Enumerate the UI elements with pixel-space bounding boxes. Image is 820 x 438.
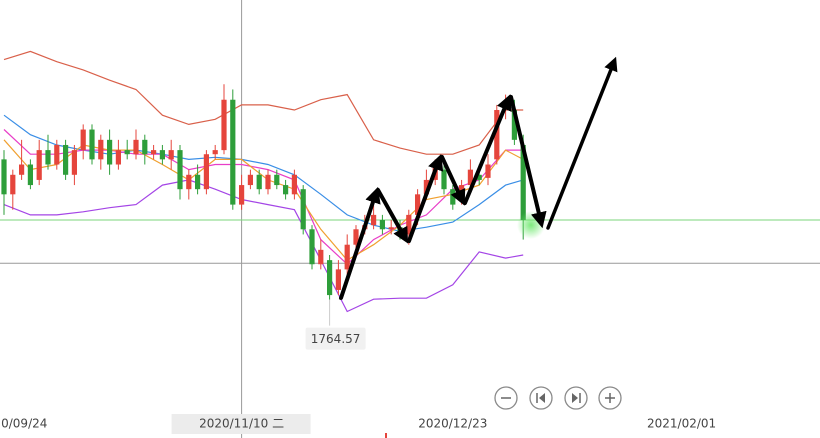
arrow [509, 95, 547, 229]
prev-button[interactable] [529, 386, 553, 410]
candle-body [441, 169, 447, 190]
candle-body [256, 174, 262, 190]
candle-body [511, 110, 517, 140]
candle-body [151, 150, 157, 155]
candle-body [19, 164, 25, 175]
candle-body [27, 164, 33, 186]
candle-body [415, 194, 421, 215]
candle-body [195, 174, 201, 190]
candle-body [406, 214, 412, 235]
candle-body [379, 220, 385, 230]
candle-body [133, 139, 139, 155]
candle-body [388, 227, 394, 230]
candle-body [89, 129, 95, 160]
candle-body [142, 139, 148, 155]
candle-body [300, 189, 306, 230]
candle-body [45, 150, 51, 165]
candle-body [353, 229, 359, 245]
candle-body [318, 249, 324, 265]
candle-body [467, 169, 473, 186]
candle-body [309, 229, 315, 265]
icon [539, 393, 545, 403]
candle-body [423, 179, 429, 195]
indicator-line [3, 50, 524, 155]
x-tick-label: 2020/12/23 [418, 417, 487, 431]
indicator-line [3, 179, 524, 313]
candle-body [10, 174, 16, 195]
candle-body [371, 214, 377, 226]
arrow [546, 56, 618, 230]
arrow [440, 155, 466, 206]
crosshair-label: 2020/11/10 二 [199, 417, 284, 431]
arrow [376, 188, 409, 244]
low-label-box [305, 327, 366, 350]
candle-body [212, 150, 218, 155]
candle-body [283, 185, 289, 195]
candle-body [291, 174, 297, 195]
zoom-controls [494, 386, 622, 410]
candle-body [203, 154, 209, 190]
x-tick-label: 2021/02/01 [647, 417, 716, 431]
candle-body [344, 244, 350, 270]
candle-body [186, 174, 192, 190]
arrow [339, 186, 381, 300]
arrow [463, 94, 512, 205]
candle-body [335, 269, 341, 290]
candle-body [247, 174, 253, 186]
zoom-out-button[interactable] [494, 386, 518, 410]
candle-body [494, 110, 500, 160]
candle-body [230, 99, 236, 205]
x-tick-label: 2020/09/24 [0, 417, 47, 431]
candle-body [115, 150, 121, 165]
next-button[interactable] [564, 386, 588, 410]
candle-body [274, 174, 280, 186]
candle-body [168, 150, 174, 160]
candle-body [107, 139, 113, 165]
candle-body [239, 185, 245, 205]
icon [572, 393, 578, 403]
candle-body [98, 139, 104, 160]
candle-body [63, 144, 69, 175]
candle-body [450, 189, 456, 205]
candle-body [159, 150, 165, 160]
candle-body [54, 144, 60, 165]
candle-body [177, 150, 183, 190]
crosshair-label-box [171, 414, 311, 434]
zoom-in-button[interactable] [598, 386, 622, 410]
candle-body [80, 129, 86, 151]
candle-body [485, 164, 491, 178]
marker [385, 433, 387, 438]
candle-body [265, 174, 271, 190]
trend-arrows [339, 56, 618, 300]
arrow [407, 153, 444, 243]
candle-body [1, 159, 7, 195]
candle-body [124, 150, 130, 155]
candle-body [71, 150, 77, 175]
low-label: 1764.57 [311, 332, 361, 346]
candle-body [221, 99, 227, 151]
candle-body [476, 174, 482, 180]
candle-body [36, 150, 42, 180]
indicator-line [3, 139, 524, 261]
candle-body [520, 144, 526, 221]
candle-body [327, 260, 333, 296]
